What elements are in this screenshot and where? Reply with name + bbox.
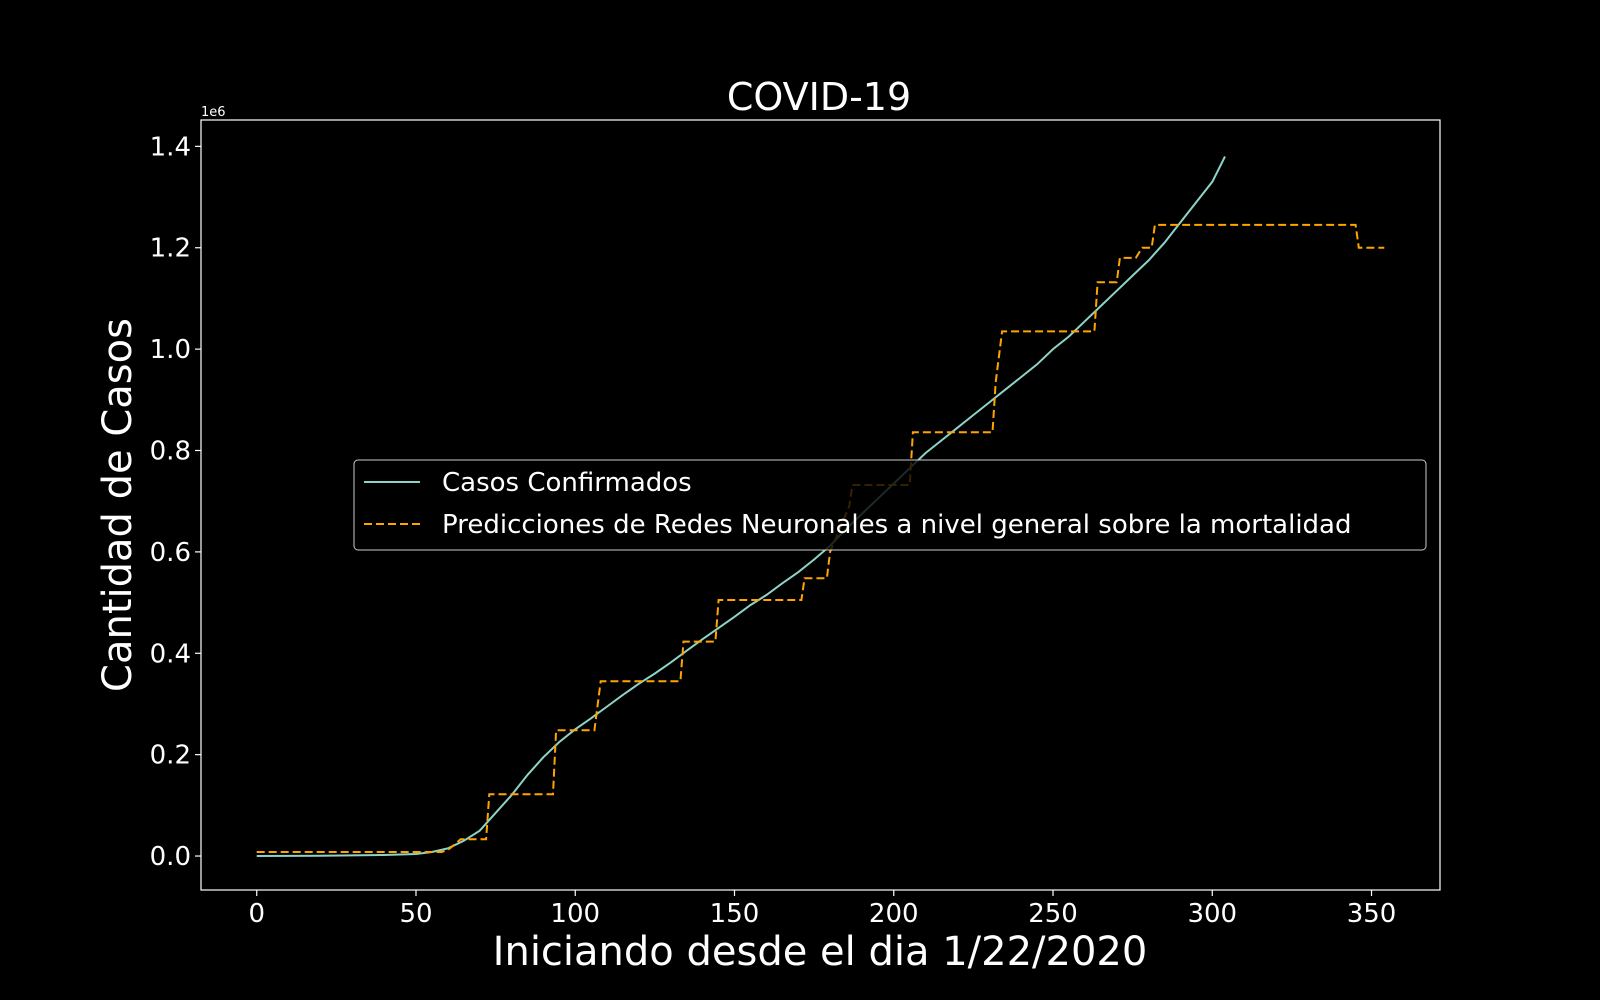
y-axis-label: Cantidad de Casos bbox=[95, 318, 141, 692]
y-tick-label: 0.0 bbox=[150, 842, 191, 872]
legend-label-casos-confirmados: Casos Confirmados bbox=[442, 468, 692, 498]
legend-box bbox=[353, 459, 1427, 551]
y-offset-label: 1e6 bbox=[201, 105, 226, 120]
chart-title: COVID-19 bbox=[727, 75, 911, 119]
x-tick-label: 250 bbox=[1028, 899, 1078, 929]
y-axis: 0.0 0.2 0.4 0.6 0.8 1.0 1.2 1.4 bbox=[150, 132, 201, 872]
y-tick-label: 0.8 bbox=[150, 437, 191, 467]
legend: Casos Confirmados Predicciones de Redes … bbox=[353, 459, 1427, 551]
x-tick-label: 150 bbox=[710, 899, 760, 929]
x-axis: 0 50 100 150 200 250 300 350 bbox=[248, 890, 1396, 929]
x-axis-label: Iniciando desde el dia 1/22/2020 bbox=[493, 929, 1148, 975]
x-tick-label: 50 bbox=[399, 899, 432, 929]
x-tick-label: 350 bbox=[1347, 899, 1397, 929]
x-tick-label: 200 bbox=[869, 899, 919, 929]
legend-label-predicciones: Predicciones de Redes Neuronales a nivel… bbox=[442, 510, 1351, 540]
x-tick-label: 300 bbox=[1187, 899, 1237, 929]
x-tick-label: 0 bbox=[248, 899, 265, 929]
y-tick-label: 0.4 bbox=[150, 639, 191, 669]
plot-frame bbox=[200, 119, 1441, 891]
y-tick-label: 1.4 bbox=[150, 132, 191, 162]
y-tick-label: 0.2 bbox=[150, 741, 191, 771]
y-tick-label: 1.2 bbox=[150, 234, 191, 264]
y-tick-label: 0.6 bbox=[150, 538, 191, 568]
series-layer bbox=[256, 156, 1385, 857]
y-tick-label: 1.0 bbox=[150, 335, 191, 365]
x-tick-label: 100 bbox=[550, 899, 600, 929]
series-line-1 bbox=[256, 223, 1385, 853]
